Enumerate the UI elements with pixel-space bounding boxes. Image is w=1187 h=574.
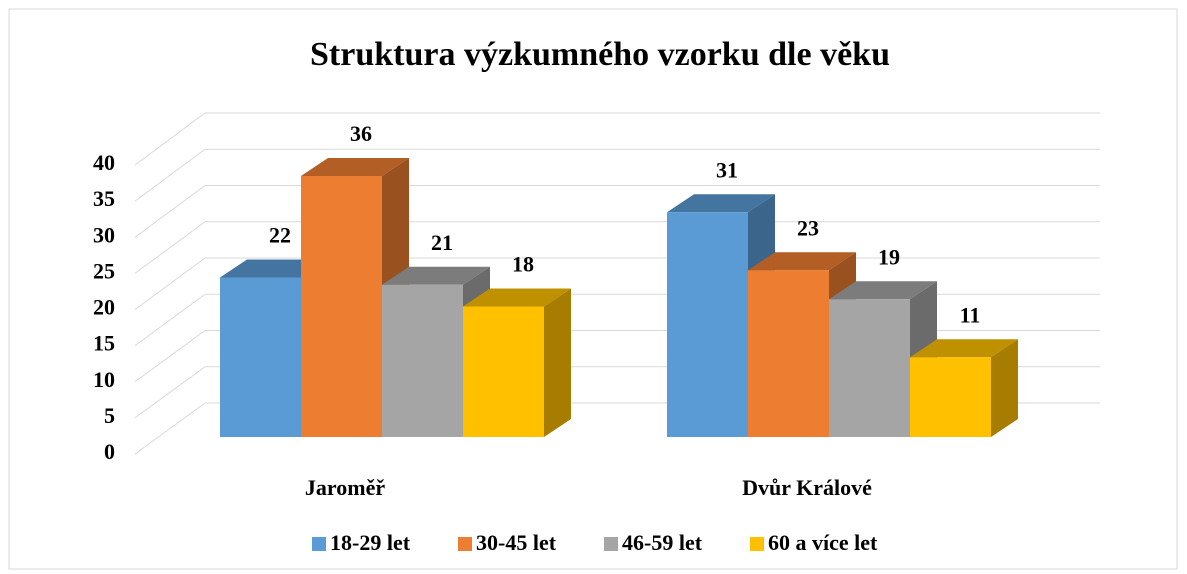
legend-label: 18-29 let xyxy=(330,530,411,555)
bar xyxy=(910,357,991,437)
grid-line xyxy=(134,221,206,274)
data-label: 19 xyxy=(878,244,900,269)
grid-line xyxy=(134,148,206,202)
bar-top xyxy=(748,252,856,271)
y-tick-label: 40 xyxy=(93,150,115,175)
legend-label: 60 a více let xyxy=(768,530,878,555)
x-tick-label: Jaroměř xyxy=(305,475,385,500)
bar-top xyxy=(910,339,1018,358)
y-tick-label: 30 xyxy=(93,222,115,247)
legend-swatch xyxy=(312,537,326,551)
legend-label: 30-45 let xyxy=(476,530,557,555)
y-tick-label: 20 xyxy=(93,295,115,320)
y-tick-label: 15 xyxy=(93,331,115,356)
data-label: 36 xyxy=(350,121,372,146)
legend-label: 46-59 let xyxy=(622,530,703,555)
bar-top xyxy=(829,281,937,300)
chart-border xyxy=(8,8,1178,570)
grid-line xyxy=(134,257,206,310)
y-tick-label: 25 xyxy=(93,258,115,283)
data-label: 22 xyxy=(269,223,291,248)
bar xyxy=(220,277,301,437)
legend-swatch xyxy=(604,537,618,551)
data-label: 31 xyxy=(716,157,738,182)
chart-title: Struktura výzkumného vzorku dle věku xyxy=(310,36,890,73)
bar-top xyxy=(382,266,490,285)
legend-swatch xyxy=(458,537,472,551)
data-label: 18 xyxy=(512,252,534,277)
data-label: 11 xyxy=(960,302,981,327)
bar-side xyxy=(544,288,571,437)
bar-top xyxy=(667,194,775,213)
legend-swatch xyxy=(750,537,764,551)
bar-top xyxy=(301,158,409,176)
grid-line xyxy=(134,112,206,166)
grid-line xyxy=(134,185,206,238)
grid-line xyxy=(134,330,206,383)
y-tick-label: 0 xyxy=(104,439,115,464)
grid-line xyxy=(134,402,206,455)
grid-line xyxy=(134,293,206,347)
y-tick-label: 5 xyxy=(104,403,115,428)
bar xyxy=(382,284,463,437)
bar xyxy=(463,306,544,437)
bar xyxy=(667,212,748,437)
data-label: 21 xyxy=(431,230,453,255)
bar-side xyxy=(991,339,1018,437)
grid-line xyxy=(134,366,206,419)
bar xyxy=(301,176,382,437)
y-tick-label: 10 xyxy=(93,367,115,392)
bar xyxy=(829,299,910,437)
y-tick-label: 35 xyxy=(93,186,115,211)
bar xyxy=(748,270,829,437)
data-label: 23 xyxy=(797,215,819,240)
bar-top xyxy=(463,288,571,307)
x-tick-label: Dvůr Králové xyxy=(742,475,872,500)
